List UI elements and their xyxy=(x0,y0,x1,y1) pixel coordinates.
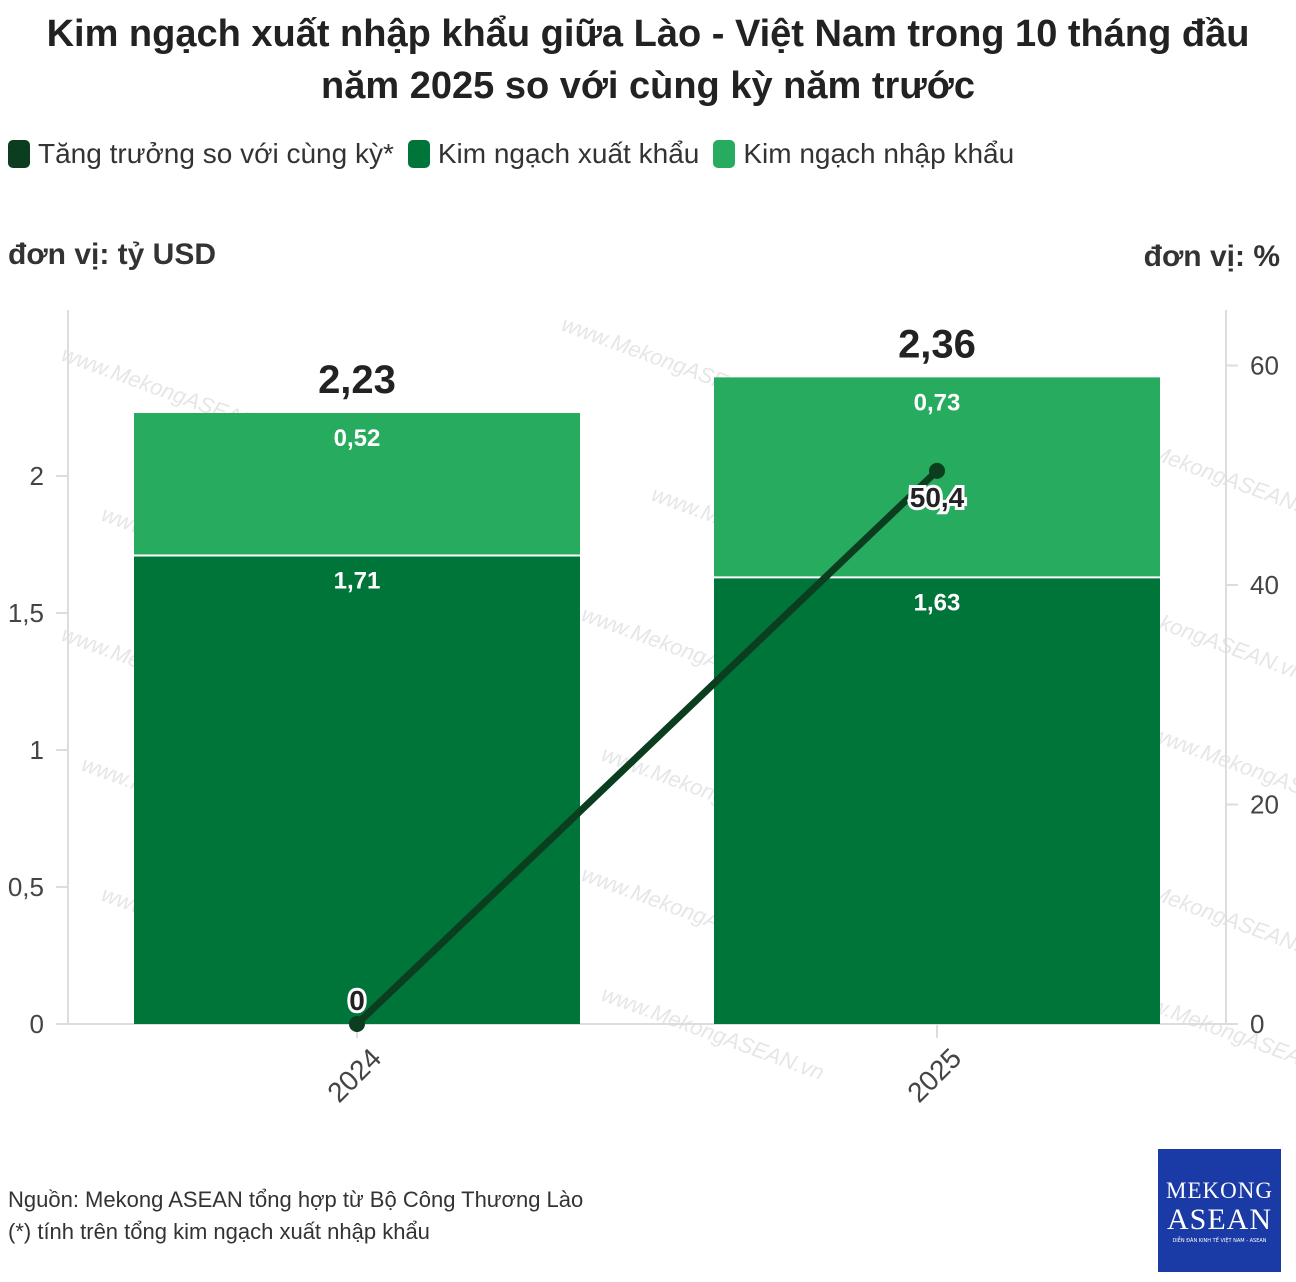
left-axis-tick-label: 0,5 xyxy=(8,872,44,902)
legend-swatch-import xyxy=(713,140,736,168)
total-label-2024: 2,23 xyxy=(318,358,396,402)
source-line: Nguồn: Mekong ASEAN tổng hợp từ Bộ Công … xyxy=(8,1187,584,1212)
chart-title: Kim ngạch xuất nhập khẩu giữa Lào - Việt… xyxy=(0,8,1296,112)
growth-line xyxy=(353,467,941,1028)
bar-export-2024 xyxy=(134,555,580,1024)
source-note: Nguồn: Mekong ASEAN tổng hợp từ Bộ Công … xyxy=(8,1184,583,1248)
left-axis-tick-label: 1 xyxy=(30,735,44,765)
growth-label-2025: 50,4 xyxy=(910,482,965,513)
left-axis-unit: đơn vị: tỷ USD xyxy=(8,238,217,271)
data-label-import-2025: 0,73 xyxy=(914,389,961,416)
legend-swatch-export xyxy=(407,140,430,168)
legend: Tăng trưởng so với cùng kỳ* Kim ngạch xu… xyxy=(8,138,1014,170)
legend-item-import[interactable]: Kim ngạch nhập khẩu xyxy=(713,138,1014,170)
logo-line1: MEKONG xyxy=(1166,1177,1273,1203)
footnote-line: (*) tính trên tổng kim ngạch xuất nhập k… xyxy=(8,1219,430,1244)
right-axis-unit: đơn vị: % xyxy=(1143,240,1280,273)
total-label-2025: 2,36 xyxy=(898,322,976,366)
growth-point-2024 xyxy=(349,1016,365,1032)
logo-line2: ASEAN xyxy=(1166,1202,1272,1236)
data-label-export-2024: 1,71 xyxy=(334,567,381,594)
left-axis-tick-label: 0 xyxy=(30,1009,44,1039)
x-axis-tick-label-2025: 2025 xyxy=(901,1042,967,1108)
x-axis-tick-label-2024: 2024 xyxy=(321,1042,387,1108)
growth-point-2025 xyxy=(929,462,945,479)
legend-item-export[interactable]: Kim ngạch xuất khẩu xyxy=(407,138,700,170)
legend-label-import: Kim ngạch nhập khẩu xyxy=(743,138,1015,169)
legend-label-export: Kim ngạch xuất khẩu xyxy=(437,138,700,169)
mekong-asean-logo: MEKONG ASEAN DIỄN ĐÀN KINH TẾ VIỆT NAM -… xyxy=(1158,1149,1281,1272)
right-axis-tick-label: 60 xyxy=(1250,351,1279,381)
bar-import-2024 xyxy=(134,412,580,556)
legend-item-growth[interactable]: Tăng trưởng so với cùng kỳ* xyxy=(8,138,394,170)
chart-title-line1: Kim ngạch xuất nhập khẩu giữa Lào - Việt… xyxy=(46,13,1250,55)
growth-label-2024: 0 xyxy=(349,985,365,1016)
left-axis-tick-label: 2 xyxy=(30,461,44,491)
legend-label-growth: Tăng trưởng so với cùng kỳ* xyxy=(38,138,394,169)
data-label-export-2025: 1,63 xyxy=(914,589,961,616)
bar-export-2025 xyxy=(714,577,1160,1024)
right-axis-tick-label: 0 xyxy=(1250,1009,1264,1039)
data-label-import-2024: 0,52 xyxy=(334,425,381,452)
right-axis-tick-label: 40 xyxy=(1250,570,1279,600)
left-axis-tick-label: 1,5 xyxy=(8,598,44,628)
logo-tagline: DIỄN ĐÀN KINH TẾ VIỆT NAM - ASEAN xyxy=(1172,1237,1267,1244)
chart-area: www.MekongASEAN.vn www.MekongASEAN.vnwww.… xyxy=(8,310,1296,1108)
right-axis-tick-label: 20 xyxy=(1250,790,1279,820)
chart-title-line2: năm 2025 so với cùng kỳ năm trước xyxy=(321,65,975,107)
legend-swatch-growth xyxy=(8,140,30,168)
